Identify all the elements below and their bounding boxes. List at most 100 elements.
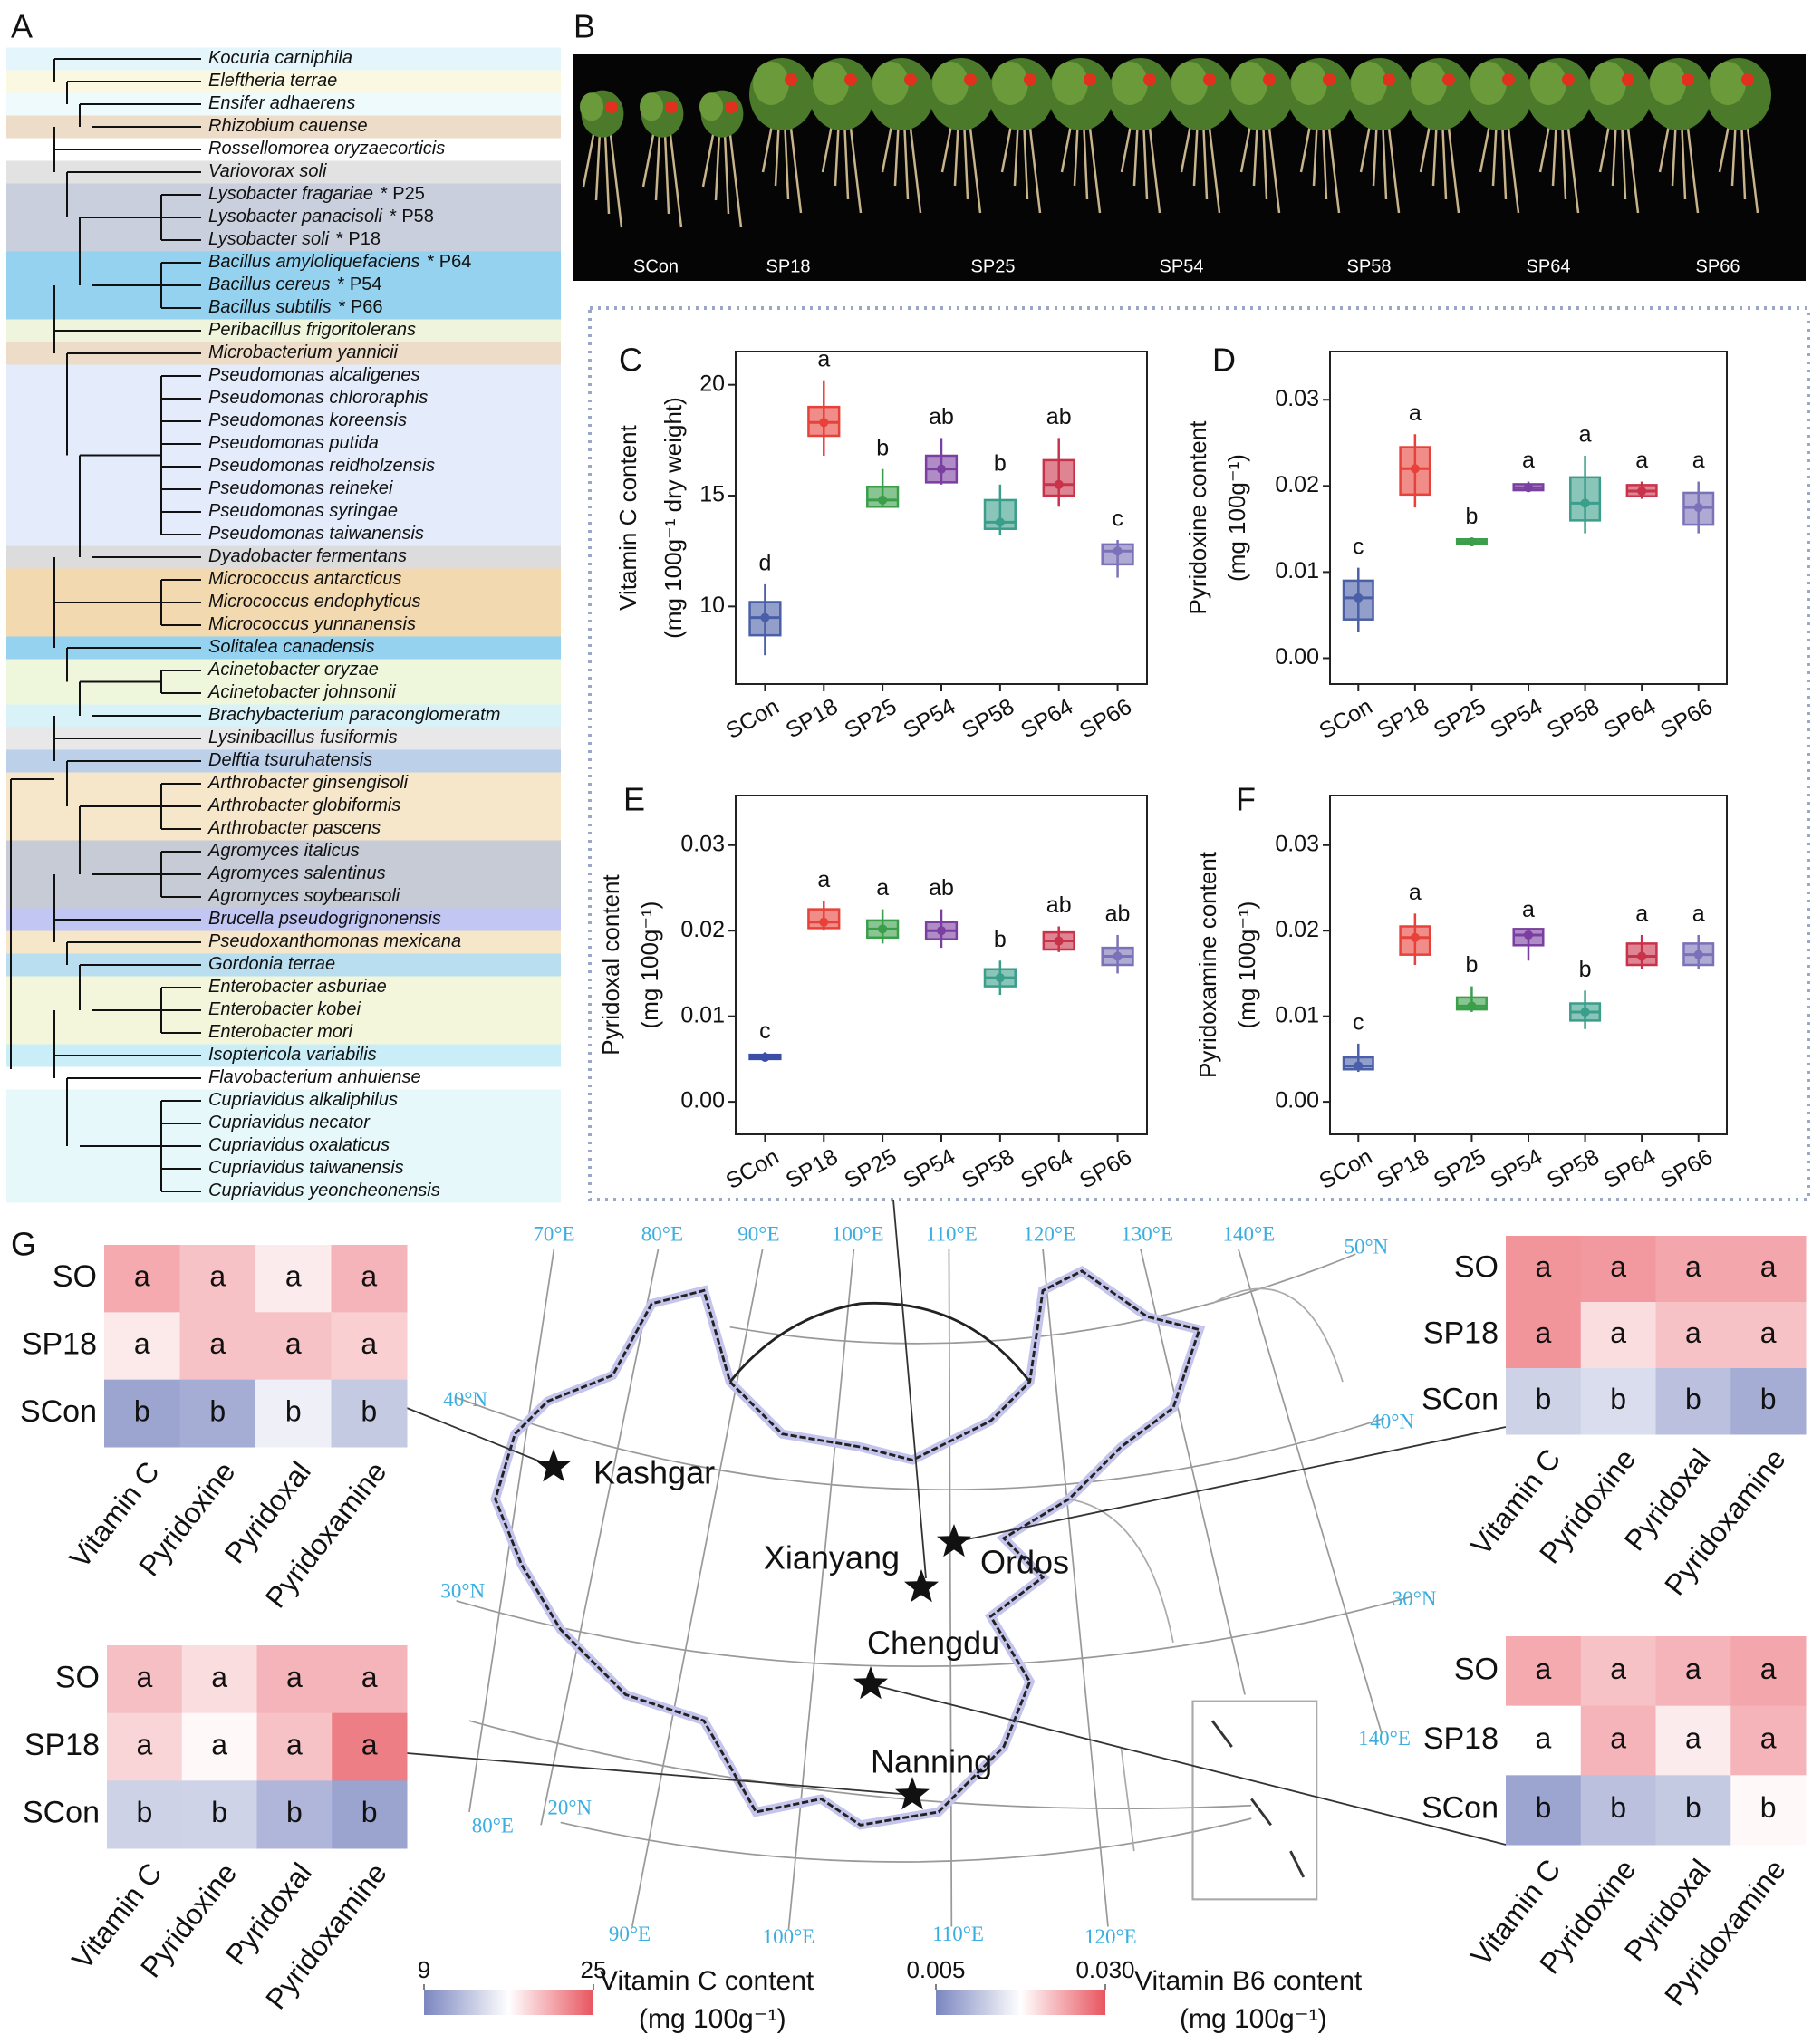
x-tick-label: SCon bbox=[722, 694, 784, 745]
graticule bbox=[1238, 1249, 1383, 1734]
x-tick-label: SP64 bbox=[1599, 694, 1660, 744]
cell-letter: b bbox=[361, 1796, 378, 1828]
colorbar bbox=[936, 1990, 1105, 2015]
tree-band bbox=[6, 976, 561, 999]
heatmap-cell bbox=[1655, 1636, 1731, 1707]
tree-band bbox=[6, 1180, 561, 1203]
species-name: Pseudomonas alcaligenes bbox=[208, 365, 420, 385]
tomato bbox=[904, 73, 917, 86]
significance-letter: a bbox=[1579, 422, 1592, 448]
x-tick-label: SP54 bbox=[1486, 1144, 1547, 1194]
median-point bbox=[995, 517, 1005, 527]
heatmap-cell bbox=[256, 1645, 333, 1714]
plot-frame bbox=[1329, 795, 1728, 1135]
species-name: Microbacterium yannicii bbox=[208, 342, 399, 362]
heatmap-cell bbox=[1580, 1368, 1656, 1435]
species-name: Rossellomorea oryzaecorticis bbox=[208, 139, 445, 159]
cell-letter: a bbox=[361, 1260, 377, 1293]
heatmap-cell bbox=[1730, 1236, 1807, 1303]
species-name: Rhizobium cauense bbox=[208, 116, 368, 136]
median-point bbox=[1113, 546, 1123, 556]
city-star bbox=[853, 1666, 888, 1700]
heatmap-cell bbox=[107, 1712, 183, 1781]
cell-letter: a bbox=[1610, 1721, 1626, 1754]
tree-band bbox=[6, 296, 561, 320]
phylogenetic-tree: Kocuria carniphila Eleftheria terraeEnsif… bbox=[6, 47, 561, 1203]
longitude-label: 120°E bbox=[1084, 1925, 1137, 1948]
median-point bbox=[1467, 1001, 1477, 1011]
heatmap-cell bbox=[1506, 1705, 1582, 1776]
longitude-label: 100°E bbox=[832, 1222, 884, 1245]
tree-band bbox=[6, 523, 561, 546]
tomato bbox=[1502, 73, 1515, 86]
species-name: Kocuria carniphila bbox=[208, 48, 352, 68]
cell-letter: b bbox=[209, 1394, 226, 1427]
heatmap-cell bbox=[332, 1780, 408, 1849]
connector bbox=[406, 1407, 554, 1468]
species-label: Brachybacterium paraconglomeratm bbox=[208, 705, 500, 725]
tomato bbox=[1741, 73, 1754, 86]
latitude-label: 20°N bbox=[547, 1796, 592, 1818]
species-name: Gordonia terrae bbox=[208, 954, 335, 974]
x-tick-label: SP54 bbox=[899, 694, 959, 744]
heatmap-cell bbox=[181, 1645, 257, 1714]
tree-band bbox=[6, 432, 561, 456]
tree-band bbox=[6, 183, 561, 207]
median-point bbox=[1054, 936, 1064, 946]
significance-letter: ab bbox=[929, 875, 954, 901]
panel-label: D bbox=[1212, 342, 1236, 379]
species-label: Bacillus cereus * P54 bbox=[208, 275, 381, 294]
median-point bbox=[760, 612, 770, 622]
row-label: SO bbox=[55, 1660, 100, 1694]
plant-foliage bbox=[1291, 62, 1327, 105]
root bbox=[603, 122, 611, 215]
species-name: Pseudomonas reidholzensis bbox=[208, 456, 435, 476]
species-name: Pseudomonas putida bbox=[208, 433, 379, 453]
significance-letter: ab bbox=[1105, 901, 1131, 927]
row-label: SO bbox=[53, 1259, 97, 1294]
significance-letter: b bbox=[1579, 957, 1592, 982]
heatmap-cell bbox=[1655, 1302, 1731, 1369]
cell-letter: a bbox=[1685, 1653, 1701, 1685]
colorbar-tick-label: 0.005 bbox=[906, 1956, 965, 1983]
y-tick-label: 10 bbox=[699, 593, 725, 618]
plot-frame bbox=[735, 351, 1148, 685]
species-label: Pseudomonas reinekei bbox=[208, 478, 393, 498]
city-label: Chengdu bbox=[867, 1625, 999, 1662]
heatmap-cell bbox=[1580, 1236, 1656, 1303]
x-tick-label: SP25 bbox=[1430, 694, 1490, 744]
median-point bbox=[1637, 951, 1647, 961]
cell-letter: b bbox=[136, 1796, 152, 1828]
box-chart: 0.00 0.01 0.02 0.03 Pyridoxal content (mg 100… bbox=[597, 795, 1148, 1194]
plant-foliage bbox=[1710, 62, 1746, 105]
latitude-label: 30°N bbox=[440, 1579, 485, 1602]
species-name: Lysobacter fragariae bbox=[208, 184, 373, 204]
city-label: Ordos bbox=[980, 1544, 1069, 1581]
dotted-frame bbox=[588, 306, 1810, 1201]
tomato bbox=[725, 101, 737, 113]
photo-label: SP25 bbox=[971, 256, 1016, 276]
significance-letter: ab bbox=[1046, 892, 1072, 918]
tomato bbox=[1024, 73, 1036, 86]
tree-band bbox=[6, 840, 561, 863]
y-axis-unit: (mg 100g⁻¹) bbox=[1233, 901, 1260, 1029]
species-name: Bacillus amyloliquefaciens bbox=[208, 252, 419, 272]
significance-letter: a bbox=[1409, 880, 1422, 905]
heatmap-cell bbox=[1580, 1705, 1656, 1776]
tree-band bbox=[6, 613, 561, 637]
x-tick-label: SP54 bbox=[899, 1144, 959, 1194]
y-axis-label: Pyridoxal content bbox=[597, 874, 624, 1056]
species-name: Lysobacter panacisoli bbox=[208, 207, 383, 227]
graticule bbox=[468, 1720, 1252, 1809]
x-tick-label: SP58 bbox=[1543, 694, 1604, 744]
row-label: SO bbox=[1454, 1652, 1499, 1686]
species-name: Lysobacter soli bbox=[208, 229, 330, 249]
x-tick-label: SP18 bbox=[782, 1144, 843, 1194]
heatmap-cell bbox=[1580, 1775, 1656, 1846]
tomato bbox=[1323, 73, 1335, 86]
y-tick-label: 0.01 bbox=[680, 1002, 725, 1027]
photo-label: SP58 bbox=[1347, 256, 1392, 276]
heatmap-cell bbox=[332, 1645, 408, 1714]
photo-label: SP64 bbox=[1527, 256, 1571, 276]
species-label: Micrococcus yunnanensis bbox=[208, 614, 416, 634]
